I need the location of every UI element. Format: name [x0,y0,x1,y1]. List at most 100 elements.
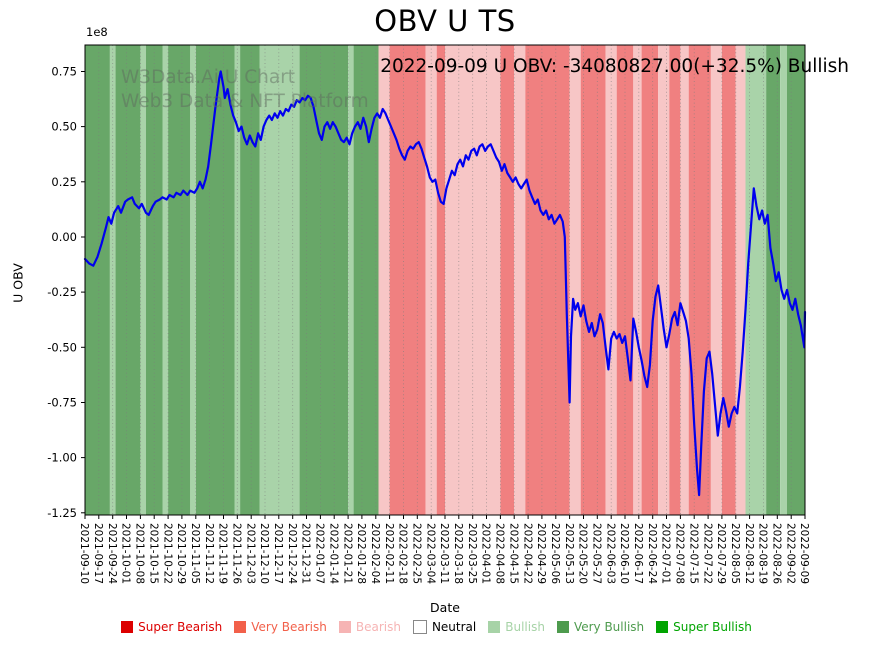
sentiment-band-very_bullish [766,45,780,515]
sentiment-band-very_bullish [115,45,141,515]
sentiment-band-very_bullish [85,45,110,515]
x-tick-label: 2021-10-22 [161,523,173,584]
legend-item-very-bearish: Very Bearish [234,620,327,634]
x-tick-label: 2021-11-12 [203,523,215,584]
sentiment-band-bullish [190,45,196,515]
sentiment-band-bearish [514,45,526,515]
x-tick-label: 2022-01-21 [341,523,353,584]
x-tick-label: 2021-12-10 [258,523,270,584]
x-tick-label: 2022-06-24 [646,523,658,584]
x-tick-label: 2022-06-03 [604,523,616,584]
x-tick-label: 2022-02-25 [411,523,423,584]
x-tick-label: 2022-04-08 [494,523,506,584]
x-tick-label: 2021-09-10 [78,523,90,584]
legend-item-very-bullish: Very Bullish [556,620,645,634]
x-tick-label: 2022-03-04 [424,523,436,584]
legend-swatch [234,621,247,633]
sentiment-band-bearish [680,45,689,515]
legend-item-super-bearish: Super Bearish [121,620,222,634]
sentiment-band-very_bearish [525,45,570,515]
watermark-line-2: Web3 Data & NFT Platform [121,91,369,112]
sentiment-band-bearish [710,45,722,515]
legend-item-neutral: Neutral [412,620,476,634]
chart-title: OBV U TS [374,4,516,38]
sentiment-band-bearish [658,45,670,515]
x-tick-label: 2022-03-11 [438,523,450,584]
y-tick-label: 0.25 [51,175,77,189]
x-axis-label: Date [430,600,460,615]
x-tick-label: 2022-01-14 [327,523,339,584]
sentiment-band-very_bullish [299,45,349,515]
legend-swatch [556,621,569,633]
x-tick-label: 2021-10-01 [120,523,132,584]
legend-swatch [412,620,427,634]
sentiment-legend: Super Bearish Very Bearish Bearish Neutral B… [0,620,873,634]
x-tick-label: 2022-08-19 [757,523,769,584]
x-tick-label: 2021-12-31 [300,523,312,584]
sentiment-band-very_bullish [168,45,191,515]
x-tick-label: 2022-07-29 [715,523,727,584]
x-tick-label: 2021-10-29 [175,523,187,584]
sentiment-band-very_bearish [641,45,659,515]
sentiment-band-very_bearish [688,45,711,515]
x-tick-label: 2022-02-18 [397,523,409,584]
legend-swatch [488,621,501,633]
sentiment-band-bearish [378,45,390,515]
sentiment-band-very_bearish [389,45,426,515]
x-tick-label: 2021-10-08 [134,523,146,584]
legend-item-super-bullish: Super Bullish [656,620,752,634]
sentiment-band-very_bearish [500,45,515,515]
x-tick-label: 2022-05-06 [549,523,561,584]
x-tick-label: 2021-11-19 [217,523,229,584]
legend-label: Very Bearish [251,620,327,634]
x-tick-label: 2022-01-07 [314,523,326,584]
x-tick-label: 2022-06-10 [618,523,630,584]
x-tick-label: 2022-04-29 [535,523,547,584]
x-tick-label: 2022-08-12 [743,523,755,584]
legend-item-bullish: Bullish [488,620,545,634]
sentiment-band-very_bearish [580,45,606,515]
x-tick-label: 2021-11-05 [189,523,201,584]
sentiment-band-very_bearish [669,45,681,515]
y-tick-label: -1.25 [47,506,77,520]
y-axis-offset-label: 1e8 [86,25,108,39]
x-tick-label: 2021-12-17 [272,523,284,584]
x-tick-label: 2022-05-13 [563,523,575,584]
legend-label: Very Bullish [573,620,645,634]
sentiment-band-very_bullish [787,45,805,515]
x-tick-label: 2022-08-26 [771,523,783,584]
watermark: W3Data.Ai U Chart Web3 Data & NFT Platfo… [121,66,369,114]
sentiment-band-bearish [569,45,581,515]
x-tick-label: 2022-09-02 [784,523,796,584]
sentiment-band-bearish [633,45,642,515]
x-tick-label: 2022-07-22 [701,523,713,584]
x-tick-label: 2022-02-04 [369,523,381,584]
x-tick-label: 2022-08-05 [729,523,741,584]
sentiment-band-bearish [735,45,746,515]
x-tick-label: 2022-04-15 [507,523,519,584]
sentiment-band-bullish [140,45,146,515]
legend-label: Super Bearish [138,620,223,634]
watermark-line-1: W3Data.Ai U Chart [121,67,296,88]
x-tick-label: 2022-04-22 [521,523,533,584]
x-tick-label: 2021-12-03 [244,523,256,584]
obv-annotation: 2022-09-09 U OBV: -34080827.00(+32.5%) B… [380,56,849,77]
obv-line [83,70,807,497]
x-tick-label: 2021-09-24 [106,523,118,584]
legend-swatch [656,621,669,633]
x-tick-label: 2022-02-11 [383,523,395,584]
y-tick-label: -0.25 [47,285,77,299]
sentiment-band-bullish [745,45,767,515]
y-tick-label: 0.75 [51,65,77,79]
x-tick-label: 2022-05-27 [591,523,603,584]
x-tick-label: 2022-04-01 [480,523,492,584]
legend-label: Bearish [355,620,401,634]
x-tick-label: 2021-09-17 [92,523,104,584]
x-tick-label: 2022-03-25 [466,523,478,584]
legend-label: Bullish [505,620,545,634]
x-tick-label: 2022-07-08 [674,523,686,584]
y-tick-label: 0.00 [51,230,77,244]
legend-swatch [338,621,351,633]
legend-item-bearish: Bearish [338,620,401,634]
